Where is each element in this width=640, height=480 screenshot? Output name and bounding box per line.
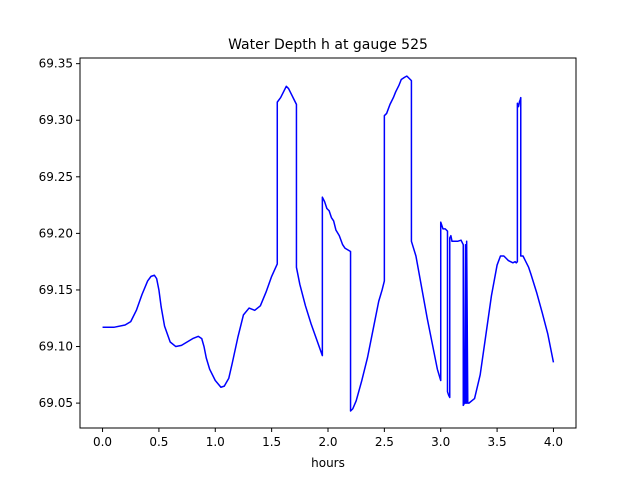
x-tick-label: 2.5: [375, 435, 394, 449]
x-axis-label: hours: [311, 456, 345, 470]
x-tick-label: 1.5: [262, 435, 281, 449]
x-tick-label: 0.0: [93, 435, 112, 449]
x-tick-label: 3.5: [488, 435, 507, 449]
y-tick-label: 69.10: [39, 340, 73, 354]
x-tick-label: 4.0: [544, 435, 563, 449]
y-tick-label: 69.05: [39, 396, 73, 410]
chart-title: Water Depth h at gauge 525: [228, 37, 428, 53]
y-tick-label: 69.25: [39, 170, 73, 184]
y-axis: 69.05 69.10 69.15 69.20 69.25 69.30 69.35: [39, 57, 80, 410]
y-tick-label: 69.35: [39, 57, 73, 71]
y-tick-label: 69.30: [39, 113, 73, 127]
x-tick-label: 3.0: [431, 435, 450, 449]
x-tick-label: 1.0: [206, 435, 225, 449]
x-tick-label: 2.0: [318, 435, 337, 449]
y-tick-label: 69.20: [39, 226, 73, 240]
series-line-0: [102, 75, 555, 412]
plot-area-frame: [79, 57, 577, 429]
y-tick-label: 69.15: [39, 283, 73, 297]
x-tick-label: 0.5: [149, 435, 168, 449]
plot-series: [102, 75, 555, 412]
x-axis: 0.0 0.5 1.0 1.5 2.0 2.5 3.0 3.5 4.0: [93, 428, 563, 449]
